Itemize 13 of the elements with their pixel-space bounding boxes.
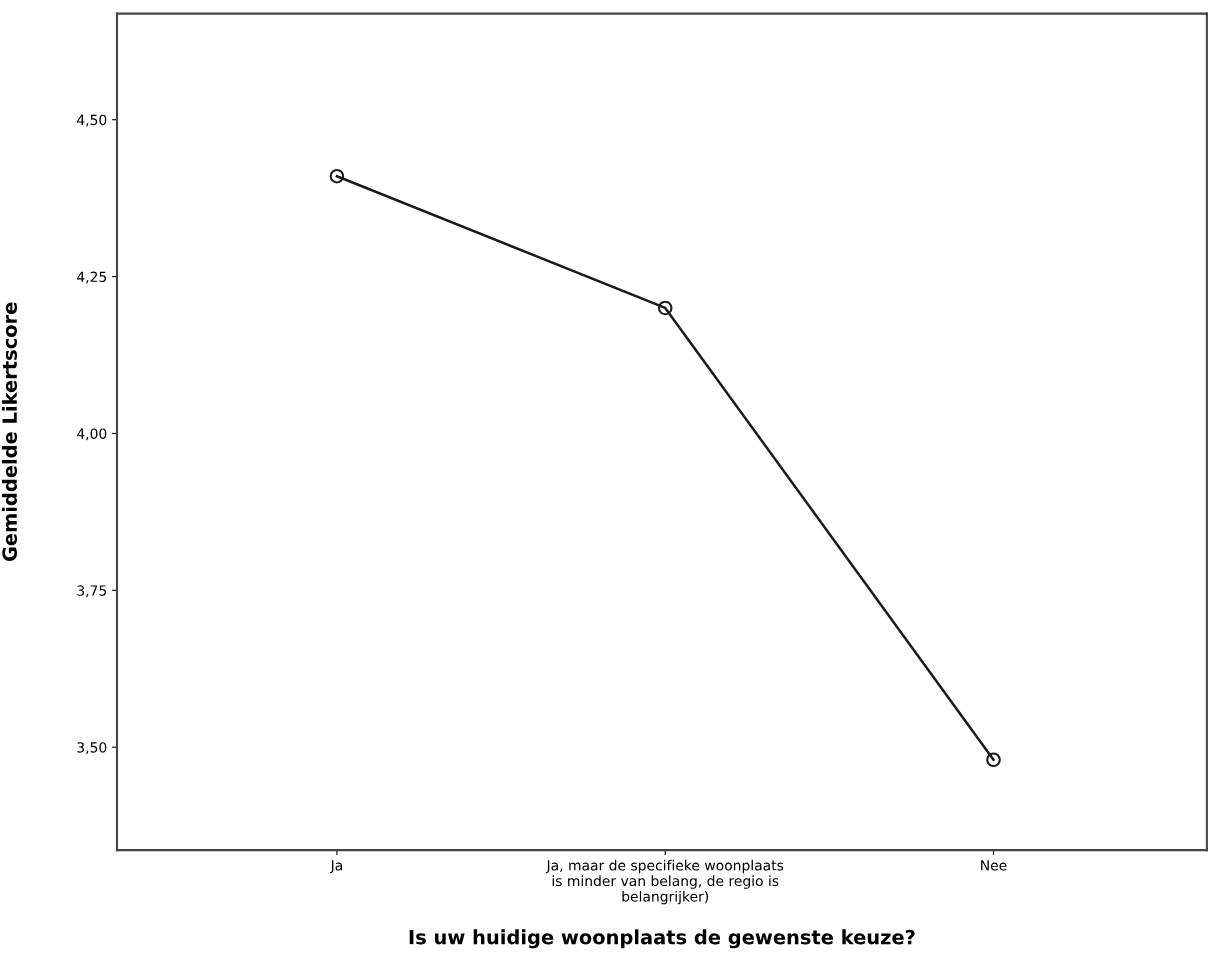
y-tick-label: 4,00 — [77, 428, 107, 441]
point — [329, 168, 345, 184]
y-tick-label: 3,75 — [77, 585, 107, 598]
y-tick-label: 4,25 — [77, 271, 107, 284]
x-tick-label: Ja — [329, 860, 342, 874]
y-axis-title: Gemiddelde Likertscore — [1, 302, 18, 562]
point — [986, 752, 1001, 768]
x-axis-title: Is uw huidige woonplaats de gewenste keuze? — [409, 929, 915, 949]
x-tick-label: Nee — [981, 860, 1007, 871]
y-tick-label: 3,50 — [77, 742, 107, 755]
point — [657, 300, 673, 316]
y-tick-label: 4,50 — [77, 114, 107, 127]
x-tick-label: Ja, maar de specifieke woonplaats is minder van belang, de regio is belangrijker) — [545, 859, 784, 905]
